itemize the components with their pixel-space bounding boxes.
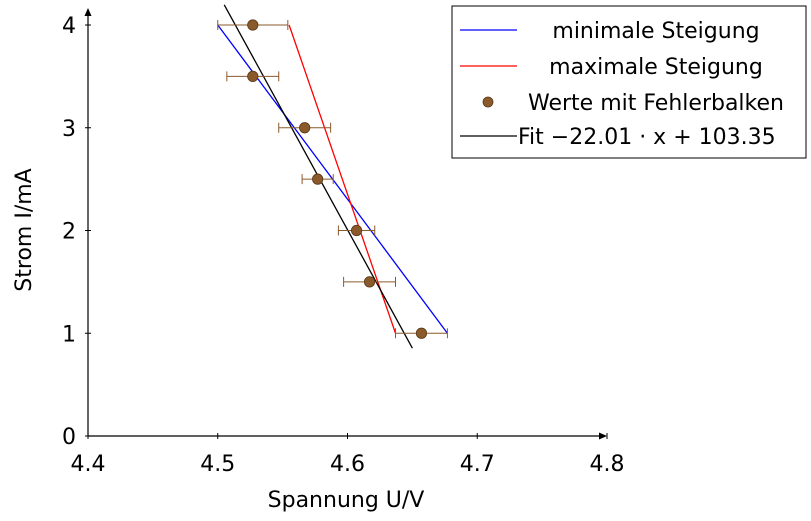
x-tick-label: 4.6 xyxy=(330,452,365,477)
y-tick-label: 4 xyxy=(62,14,76,39)
y-tick-label: 0 xyxy=(62,425,76,450)
y-tick-label: 1 xyxy=(62,322,76,347)
legend-swatch-data-points xyxy=(482,96,494,108)
plot-area xyxy=(217,4,448,349)
legend-label-min-slope: minimale Steigung xyxy=(552,19,759,44)
x-tick-label: 4.8 xyxy=(590,452,625,477)
data-point xyxy=(350,224,363,237)
ticks: 4.4 4.5 4.6 4.7 4.8 0 1 2 3 4 xyxy=(62,14,625,477)
data-point xyxy=(247,70,259,82)
legend-label-data-points: Werte mit Fehlerbalken xyxy=(528,91,784,116)
y-axis-label: Strom I/mA xyxy=(12,168,37,291)
x-tick-label: 4.4 xyxy=(71,452,106,477)
y-tick-label: 3 xyxy=(62,117,76,142)
legend-label-fit: Fit −22.01 · x + 103.35 xyxy=(518,125,776,150)
data-point xyxy=(312,173,324,185)
y-axis-arrow-icon xyxy=(84,8,92,16)
x-axis-arrow-icon xyxy=(599,432,607,440)
x-axis-label: Spannung U/V xyxy=(268,488,425,513)
data-point xyxy=(299,122,311,134)
legend-box xyxy=(451,5,807,159)
y-tick-label: 2 xyxy=(62,220,76,245)
data-point xyxy=(415,327,428,339)
x-tick-label: 4.7 xyxy=(460,452,495,477)
data-point xyxy=(363,276,376,288)
legend-label-max-slope: maximale Steigung xyxy=(549,55,763,80)
legend: minimale Steigung maximale Steigung Wert… xyxy=(451,5,807,159)
x-tick-label: 4.5 xyxy=(200,452,235,477)
data-point xyxy=(247,19,259,31)
